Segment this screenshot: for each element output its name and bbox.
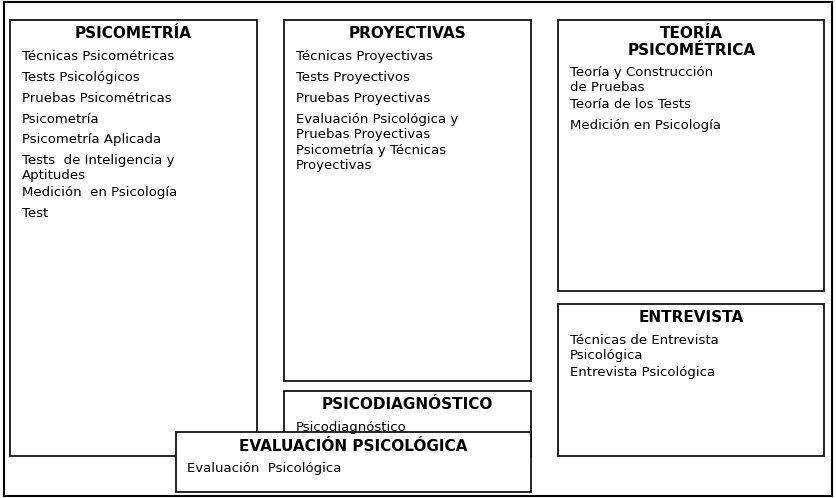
FancyBboxPatch shape: [4, 2, 832, 496]
FancyBboxPatch shape: [176, 432, 531, 492]
Text: Psicometría Aplicada: Psicometría Aplicada: [22, 133, 161, 146]
FancyBboxPatch shape: [558, 304, 824, 456]
Text: ENTREVISTA: ENTREVISTA: [639, 310, 744, 325]
FancyBboxPatch shape: [558, 20, 824, 291]
Text: Teoría y Construcción
de Pruebas: Teoría y Construcción de Pruebas: [570, 66, 713, 94]
FancyBboxPatch shape: [284, 20, 531, 381]
Text: Entrevista Psicológica: Entrevista Psicológica: [570, 366, 716, 378]
Text: Psicometría y Técnicas
Proyectivas: Psicometría y Técnicas Proyectivas: [296, 144, 446, 172]
Text: Evaluación Psicológica y
Pruebas Proyectivas: Evaluación Psicológica y Pruebas Proyect…: [296, 113, 458, 140]
FancyBboxPatch shape: [10, 20, 257, 456]
Text: Psicodiagnóstico: Psicodiagnóstico: [296, 421, 406, 434]
Text: Medición  en Psicología: Medición en Psicología: [22, 186, 177, 199]
Text: EVALUACIÓN PSICOLÓGICA: EVALUACIÓN PSICOLÓGICA: [239, 439, 467, 454]
Text: Tests Proyectivos: Tests Proyectivos: [296, 71, 410, 84]
Text: Teoría de los Tests: Teoría de los Tests: [570, 98, 691, 111]
Text: TEORÍA
PSICOMÉTRICA: TEORÍA PSICOMÉTRICA: [627, 26, 756, 58]
Text: Test: Test: [22, 207, 48, 220]
Text: Pruebas Proyectivas: Pruebas Proyectivas: [296, 92, 431, 105]
Text: Medición en Psicología: Medición en Psicología: [570, 119, 721, 132]
Text: Evaluación  Psicológica: Evaluación Psicológica: [187, 462, 342, 475]
Text: Técnicas Proyectivas: Técnicas Proyectivas: [296, 50, 433, 63]
Text: PSICODIAGNÓSTICO: PSICODIAGNÓSTICO: [322, 397, 493, 412]
Text: Técnicas de Entrevista
Psicológica: Técnicas de Entrevista Psicológica: [570, 334, 719, 362]
FancyBboxPatch shape: [284, 391, 531, 456]
Text: PSICOMETRÍA: PSICOMETRÍA: [75, 26, 191, 41]
Text: Técnicas Psicométricas: Técnicas Psicométricas: [22, 50, 174, 63]
Text: Tests Psicológicos: Tests Psicológicos: [22, 71, 140, 84]
Text: Pruebas Psicométricas: Pruebas Psicométricas: [22, 92, 171, 105]
Text: Tests  de Inteligencia y
Aptitudes: Tests de Inteligencia y Aptitudes: [22, 154, 174, 182]
Text: PROYECTIVAS: PROYECTIVAS: [349, 26, 466, 41]
Text: Psicometría: Psicometría: [22, 113, 99, 125]
